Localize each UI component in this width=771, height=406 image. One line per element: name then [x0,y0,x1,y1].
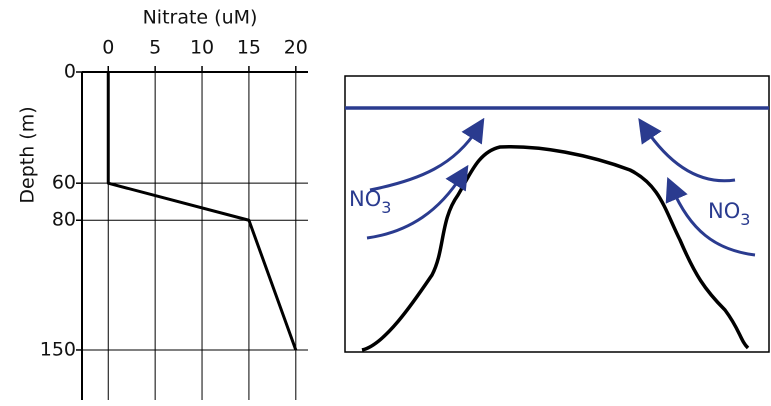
y-tick-label: 0 [64,61,76,83]
no3-label: NO3 [349,187,391,217]
y-tick-label: 80 [52,209,76,231]
x-axis-label: Nitrate (uM) [143,7,258,29]
diagram: NO3 NO3 [345,76,769,352]
no3-label: NO3 [708,199,750,229]
y-axis-label: Depth (m) [17,106,39,203]
y-tick-label: 60 [52,172,76,194]
x-tick-label: 15 [237,37,261,59]
x-tick-label: 20 [284,37,308,59]
x-tick-label: 10 [190,37,214,59]
page: Nitrate (uM) Depth (m) NO3 NO3 0 5 10 15 20 0… [0,0,771,402]
arrows [367,128,755,255]
x-tick-label: 0 [102,37,114,59]
y-tick-label: 150 [40,338,76,360]
x-tick-label: 5 [149,37,161,59]
